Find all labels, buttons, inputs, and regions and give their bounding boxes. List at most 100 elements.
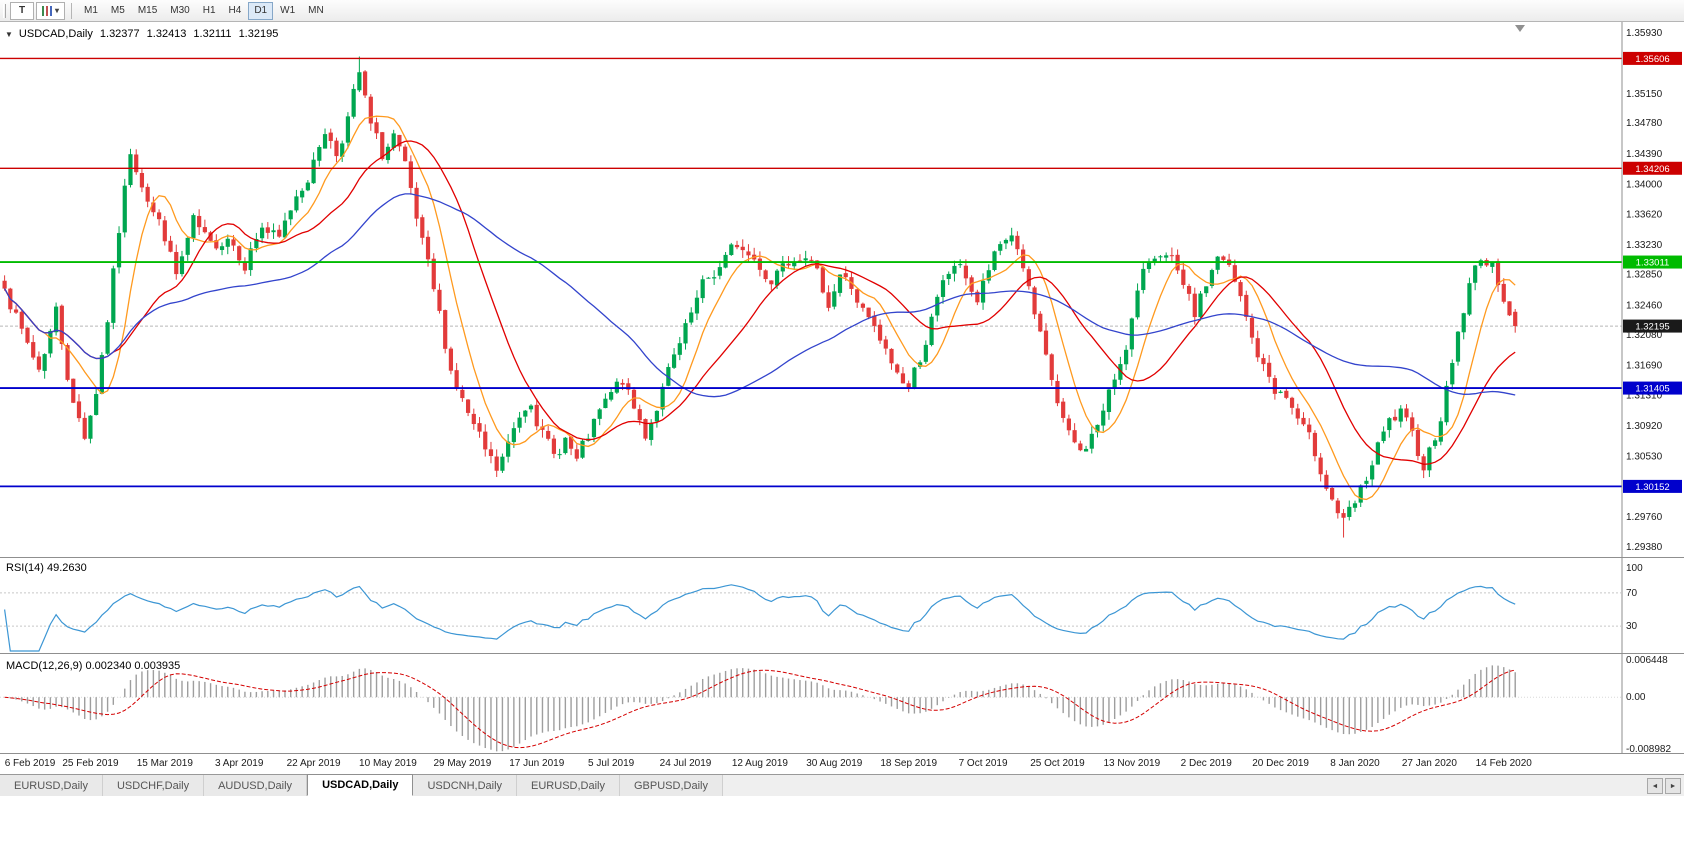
open-value: 1.32377 — [99, 28, 140, 40]
date-axis-label: 20 Dec 2019 — [1252, 758, 1309, 769]
hline-1.30152-badge-label: 1.30152 — [1635, 482, 1669, 493]
date-axis-label: 25 Oct 2019 — [1030, 758, 1085, 769]
chart-tabs: EURUSD,Daily USDCHF,Daily AUDUSD,Daily USDC… — [0, 774, 723, 796]
chart-tab-eurusd-5[interactable]: EURUSD,Daily — [517, 775, 620, 796]
chart-tabs-bar: EURUSD,Daily USDCHF,Daily AUDUSD,Daily USDC… — [0, 774, 1684, 796]
chart-tab-usdcnh-4[interactable]: USDCNH,Daily — [413, 775, 518, 796]
timeframe-button-w1[interactable]: W1 — [274, 2, 301, 20]
macd-indicator-label: MACD(12,26,9) 0.002340 0.003935 — [6, 660, 181, 672]
chart-area: 100 70 30 0.006448 0.00 -0.008982 1.35930 1.351… — [0, 22, 1684, 774]
chart-header: ▼ USDCAD,Daily 1.32377 1.32413 1.32111 1… — [5, 28, 278, 40]
chart-tab-audusd-2[interactable]: AUDUSD,Daily — [204, 775, 308, 796]
date-axis-label: 17 Jun 2019 — [509, 758, 564, 769]
moving-average-8 — [4, 115, 1516, 501]
macd-axis-tick: 0.00 — [1626, 692, 1646, 703]
price-axis-tick: 1.29380 — [1626, 542, 1663, 553]
indicators-dropdown-button[interactable]: ▾ — [36, 1, 66, 20]
hline-1.34206-badge — [1623, 161, 1682, 175]
timeframe-button-d1[interactable]: D1 — [248, 1, 274, 20]
symbol-label: USDCAD,Daily — [18, 28, 93, 40]
price-axis-tick: 1.32080 — [1626, 330, 1663, 341]
timeframe-button-m15[interactable]: M15 — [132, 2, 163, 20]
tabs-scroll-left-button[interactable]: ◄ — [1647, 778, 1663, 794]
tabs-scroll-right-button[interactable]: ► — [1665, 778, 1681, 794]
hline-1.33011-badge — [1623, 255, 1682, 269]
price-axis-tick: 1.29760 — [1626, 512, 1663, 523]
timeframe-button-m1[interactable]: M1 — [78, 2, 104, 20]
date-axis-label: 3 Apr 2019 — [215, 758, 264, 769]
bar-chart-icon — [42, 5, 52, 16]
low-value: 1.32111 — [193, 28, 232, 40]
price-axis-tick: 1.35150 — [1626, 89, 1663, 100]
timeframe-button-h1[interactable]: H1 — [197, 2, 222, 20]
rsi-axis-tick: 30 — [1626, 621, 1638, 632]
date-axis-label: 24 Jul 2019 — [660, 758, 712, 769]
date-axis-label: 7 Oct 2019 — [959, 758, 1008, 769]
moving-average-50 — [4, 193, 1516, 398]
date-axis-label: 2 Dec 2019 — [1181, 758, 1233, 769]
price-axis-tick: 1.30530 — [1626, 452, 1663, 463]
current-price-badge — [1623, 319, 1682, 333]
date-axis-label: 8 Jan 2020 — [1330, 758, 1380, 769]
date-axis-label: 14 Feb 2020 — [1476, 758, 1533, 769]
price-axis-tick: 1.33230 — [1626, 240, 1663, 251]
chart-tab-gbpusd-6[interactable]: GBPUSD,Daily — [620, 775, 723, 796]
date-axis-label: 29 May 2019 — [433, 758, 491, 769]
bottom-filler — [0, 796, 1684, 852]
date-axis-label: 6 Feb 2019 — [5, 758, 56, 769]
date-axis-label: 10 May 2019 — [359, 758, 417, 769]
templates-icon[interactable]: T — [10, 1, 34, 20]
date-axis-label: 25 Feb 2019 — [62, 758, 119, 769]
hline-1.33011-badge-label: 1.33011 — [1636, 258, 1670, 269]
timeframe-button-h4[interactable]: H4 — [223, 2, 248, 20]
hline-1.31405-badge — [1623, 381, 1682, 395]
date-axis-label: 13 Nov 2019 — [1103, 758, 1160, 769]
macd-axis-tick: 0.006448 — [1626, 655, 1668, 666]
date-axis-label: 15 Mar 2019 — [137, 758, 194, 769]
current-price-badge-label: 1.32195 — [1635, 322, 1669, 333]
timeframe-button-mn[interactable]: MN — [302, 2, 330, 20]
price-axis-tick: 1.33620 — [1626, 209, 1663, 220]
tab-scroll-arrows: ◄ ► — [1647, 778, 1681, 794]
price-axis-tick: 1.32850 — [1626, 270, 1663, 281]
date-axis-label: 18 Sep 2019 — [880, 758, 937, 769]
macd-axis-tick: -0.008982 — [1626, 744, 1671, 755]
timeframes-toolbar: T ▾ M1 M5 M15 M30 H1 H4 D1 W1 MN — [0, 0, 1684, 22]
collapse-triangle-icon[interactable]: ▼ — [5, 29, 13, 39]
rsi-line — [4, 584, 1516, 652]
rsi-axis-tick: 100 — [1626, 563, 1643, 574]
high-value: 1.32413 — [146, 28, 187, 40]
hline-1.34206-badge-label: 1.34206 — [1635, 164, 1669, 175]
hline-1.35606-badge — [1623, 51, 1682, 65]
price-axis-tick: 1.34000 — [1626, 179, 1663, 190]
hline-1.35606-badge-label: 1.35606 — [1635, 54, 1669, 65]
chevron-down-icon: ▾ — [55, 6, 60, 15]
chart-tab-eurusd-0[interactable]: EURUSD,Daily — [0, 775, 103, 796]
date-axis-label: 5 Jul 2019 — [588, 758, 635, 769]
price-axis-tick: 1.35930 — [1626, 28, 1663, 39]
price-axis-tick: 1.30920 — [1626, 421, 1663, 432]
macd-signal-line — [4, 669, 1516, 749]
price-axis-tick: 1.34390 — [1626, 149, 1663, 160]
chart-shift-marker[interactable] — [1515, 25, 1525, 32]
close-value: 1.32195 — [238, 28, 279, 40]
timeframe-button-m5[interactable]: M5 — [105, 2, 131, 20]
chart-tab-usdcad-3[interactable]: USDCAD,Daily — [307, 774, 414, 796]
timeframe-button-m30[interactable]: M30 — [164, 2, 195, 20]
chart-tab-usdchf-1[interactable]: USDCHF,Daily — [102, 775, 205, 796]
timeframe-buttons: M1 M5 M15 M30 H1 H4 D1 W1 MN — [78, 1, 330, 20]
toolbar-grip[interactable] — [3, 3, 6, 18]
price-axis-tick: 1.31690 — [1626, 361, 1663, 372]
toolbar-separator — [71, 2, 73, 19]
chart-canvas[interactable]: 100 70 30 0.006448 0.00 -0.008982 1.35930 1.351… — [0, 22, 1684, 774]
price-axis-tick: 1.34780 — [1626, 118, 1663, 129]
hline-1.30152-badge — [1623, 479, 1682, 493]
date-axis-label: 30 Aug 2019 — [806, 758, 863, 769]
date-axis-label: 12 Aug 2019 — [732, 758, 789, 769]
price-axis-tick: 1.31310 — [1626, 391, 1663, 402]
rsi-indicator-label: RSI(14) 49.2630 — [6, 562, 87, 574]
price-axis-tick: 1.32460 — [1626, 300, 1663, 311]
hline-1.31405-badge-label: 1.31405 — [1635, 384, 1669, 395]
date-axis-label: 27 Jan 2020 — [1402, 758, 1457, 769]
